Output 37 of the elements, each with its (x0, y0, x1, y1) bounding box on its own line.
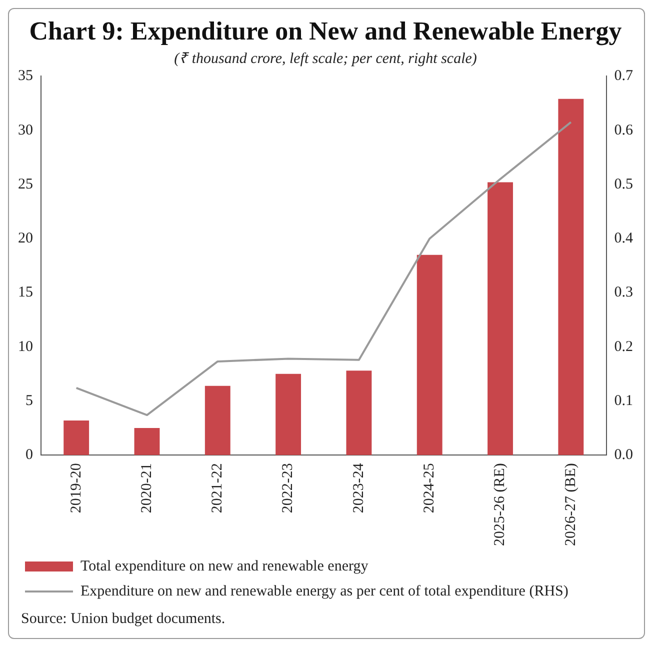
y-tick-label: 25 (18, 176, 33, 192)
bar (346, 370, 372, 456)
y-tick-label: 0 (26, 447, 33, 464)
x-tick-label: 2024-25 (422, 463, 438, 514)
bar (134, 428, 160, 456)
chart-title: Chart 9: Expenditure on New and Renewable Energy (29, 16, 622, 46)
chart-subtitle: (₹ thousand crore, left scale; per cent, right scale) (174, 51, 477, 68)
y2-tick-label: 0.5 (614, 176, 633, 192)
x-tick-label: 2021-22 (210, 463, 226, 514)
x-tick-label: 2026-27 (BE) (562, 463, 579, 546)
y-tick-label: 5 (26, 392, 33, 409)
y-tick-label: 20 (18, 230, 33, 247)
bar (558, 98, 584, 456)
y2-tick-label: 0.4 (614, 230, 634, 247)
y2-tick-label: 0.3 (614, 284, 633, 301)
bar (488, 182, 513, 456)
y-tick-label: 30 (18, 122, 33, 138)
y2-tick-label: 0.0 (614, 447, 633, 464)
y2-tick-label: 0.2 (614, 338, 633, 355)
legend-label: Total expenditure on new and renewable energy (80, 558, 369, 574)
x-tick-label: 2022-23 (280, 463, 296, 514)
bar (204, 386, 230, 456)
y2-tick-label: 0.7 (614, 68, 634, 84)
y-tick-label: 35 (18, 68, 33, 84)
legend-label: Expenditure on new and renewable energy as per cent of total expenditure (RHS) (80, 583, 568, 600)
source-note: Source: Union budget documents. (20, 610, 226, 629)
x-tick-label: 2023-24 (350, 462, 367, 514)
bar (64, 420, 90, 456)
x-tick-label: 2020-21 (138, 463, 155, 514)
y-tick-label: 15 (18, 284, 33, 301)
y2-tick-label: 0.6 (614, 122, 634, 138)
y2-tick-label: 0.1 (614, 392, 633, 409)
x-tick-label: 2025-26 (RE) (492, 463, 508, 546)
y-tick-label: 10 (18, 338, 33, 355)
bar (416, 254, 442, 456)
bar (276, 374, 302, 456)
x-tick-label: 2019-20 (68, 463, 84, 514)
